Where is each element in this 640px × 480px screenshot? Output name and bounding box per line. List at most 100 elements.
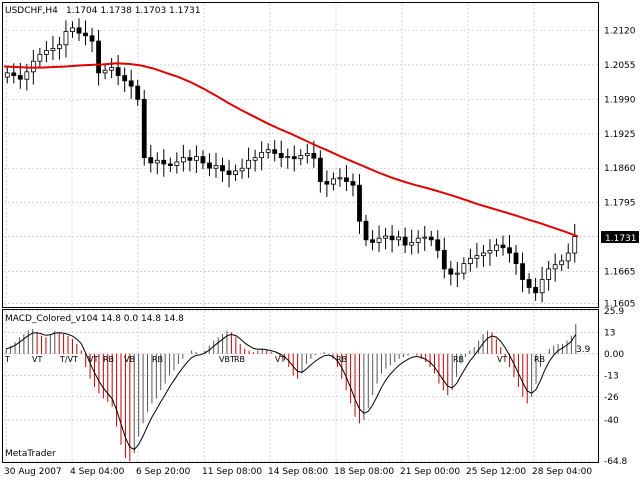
candle-body [57,44,62,49]
time-axis-label: 21 Sep 00:00 [400,467,460,477]
candle-body [115,67,121,76]
candle-body [539,279,545,294]
ohlc-readout: 1.1704 1.1738 1.1703 1.1731 [66,6,201,16]
candle-body [148,157,154,164]
candle-body [559,260,565,266]
candle-body [174,161,180,166]
candle-body [63,31,69,46]
candle-body [220,165,225,172]
candle-body [435,239,441,251]
macd-signal-label: RB [453,355,464,364]
candle-body [376,237,382,243]
candle-body [102,69,108,74]
candle-body [533,287,539,294]
candle-body [441,249,447,270]
macd-signal-label: RB [103,355,114,364]
candle-body [389,235,395,241]
candle-body [500,244,506,249]
candle-body [344,177,349,182]
candle-body [246,159,252,169]
candle-body [233,170,238,176]
candle-body [546,268,552,280]
time-axis-label: 18 Sep 08:00 [334,467,394,477]
candle-body [474,255,480,259]
candle-body [180,157,186,163]
indicator-title: MACD_Colored_v104 14.8 0.0 14.8 14.8 [5,314,184,324]
price-axis-label: 1.1925 [604,130,636,140]
candle-body [357,184,362,222]
candle-body [383,235,388,239]
candle-body [154,159,160,164]
candle-body [167,163,173,166]
macd-signal-label: VT [497,355,507,364]
candle-body [122,75,128,82]
candle-body [552,264,558,270]
candle-body [370,239,375,243]
macd-signal-label: VT [88,355,98,364]
candle-body [259,151,265,159]
current-price-value: 1.1731 [605,234,637,244]
candle-body [17,75,23,80]
current-price-tag [601,231,639,243]
chart-title: USDCHF,H4 [5,6,58,16]
candle-body [50,48,56,52]
candle-body [565,252,571,262]
candle-body [487,249,493,254]
candle-body [83,32,88,37]
candle-body [187,157,193,161]
macd-signal-label: T/VT [59,355,78,364]
candle-body [89,35,95,42]
price-axis-label: 1.2120 [604,26,636,36]
macd-signal-labels: T VT T/VT VT RB VB RB VBT RB VT RB RB VT RB [4,355,545,364]
candle-body [513,252,519,265]
candle-body [265,149,271,153]
candle-body [350,181,356,186]
macd-axis-label: -64.8 [604,457,628,467]
price-axis-label: 1.1665 [604,268,636,278]
candle-body [278,153,284,159]
candle-body [285,156,291,159]
candle-body [96,40,101,74]
candle-body [200,156,206,164]
macd-axis-label: -26 [604,393,619,403]
macd-axis-label: -40 [604,416,619,426]
macd-histogram [5,324,577,462]
price-axis-label: 1.1990 [604,95,636,105]
macd-signal-label: T [4,355,10,364]
time-axis-label: 11 Sep 08:00 [202,467,262,477]
macd-signal-label: RB [152,355,163,364]
candle-body [461,263,467,274]
price-axis: 1.2120 1.2055 1.1990 1.1925 1.1860 1.1795 1.16… [604,26,636,309]
candle-body [304,153,310,156]
candle-body [298,155,304,160]
macd-signal-label: VT [32,355,42,364]
macd-axis-label: 25.9 [604,307,624,317]
time-axis-label: 25 Sep 12:00 [466,467,526,477]
macd-signal-label: RB [534,355,545,364]
candle-body [422,236,428,239]
candle-body [76,27,82,34]
candle-body [572,236,578,254]
candle-body [415,237,421,243]
candle-body [402,236,408,246]
candle-body [526,279,532,288]
macd-signal-label: VT [275,355,285,364]
price-axis-label: 1.1605 [604,299,636,309]
candle-body [428,236,434,241]
time-axis-label: 28 Sep 04:00 [532,467,592,477]
candle-body [128,80,134,87]
metatrader-watermark: MetaTrader [5,449,56,459]
candle-body [226,170,232,176]
candle-body [141,98,147,159]
macd-value-readout: 3.9 [576,345,591,355]
price-axis-label: 1.1860 [604,164,636,174]
candle-body [30,60,36,73]
time-axis-label: 14 Sep 08:00 [268,467,328,477]
candle-body [448,268,454,275]
macd-signal-label: VB [124,355,135,364]
candle-body [252,157,258,161]
candle-body [507,247,512,254]
candle-body [467,257,473,265]
moving-average-line [3,62,579,238]
